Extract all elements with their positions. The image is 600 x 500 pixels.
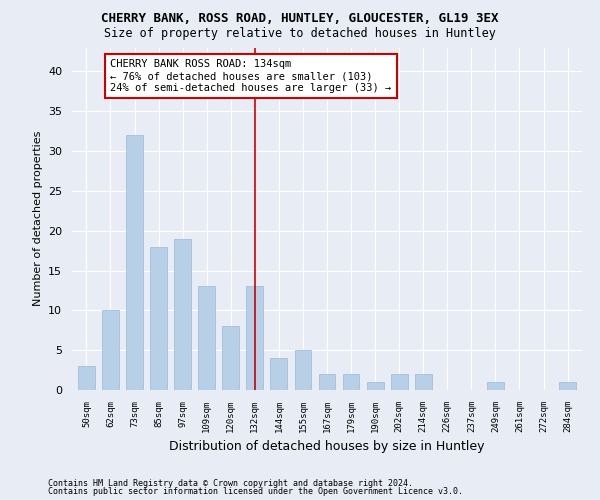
Y-axis label: Number of detached properties: Number of detached properties: [32, 131, 43, 306]
Bar: [487, 382, 504, 390]
X-axis label: Distribution of detached houses by size in Huntley: Distribution of detached houses by size …: [169, 440, 485, 454]
Text: Size of property relative to detached houses in Huntley: Size of property relative to detached ho…: [104, 28, 496, 40]
Bar: [559, 382, 576, 390]
Bar: [150, 246, 167, 390]
Bar: [319, 374, 335, 390]
Bar: [247, 286, 263, 390]
Bar: [415, 374, 431, 390]
Bar: [223, 326, 239, 390]
Text: Contains HM Land Registry data © Crown copyright and database right 2024.: Contains HM Land Registry data © Crown c…: [48, 478, 413, 488]
Bar: [198, 286, 215, 390]
Bar: [343, 374, 359, 390]
Bar: [102, 310, 119, 390]
Bar: [367, 382, 383, 390]
Bar: [174, 238, 191, 390]
Text: CHERRY BANK ROSS ROAD: 134sqm
← 76% of detached houses are smaller (103)
24% of : CHERRY BANK ROSS ROAD: 134sqm ← 76% of d…: [110, 60, 392, 92]
Bar: [295, 350, 311, 390]
Bar: [391, 374, 407, 390]
Bar: [78, 366, 95, 390]
Text: Contains public sector information licensed under the Open Government Licence v3: Contains public sector information licen…: [48, 487, 463, 496]
Bar: [126, 135, 143, 390]
Text: CHERRY BANK, ROSS ROAD, HUNTLEY, GLOUCESTER, GL19 3EX: CHERRY BANK, ROSS ROAD, HUNTLEY, GLOUCES…: [101, 12, 499, 26]
Bar: [271, 358, 287, 390]
